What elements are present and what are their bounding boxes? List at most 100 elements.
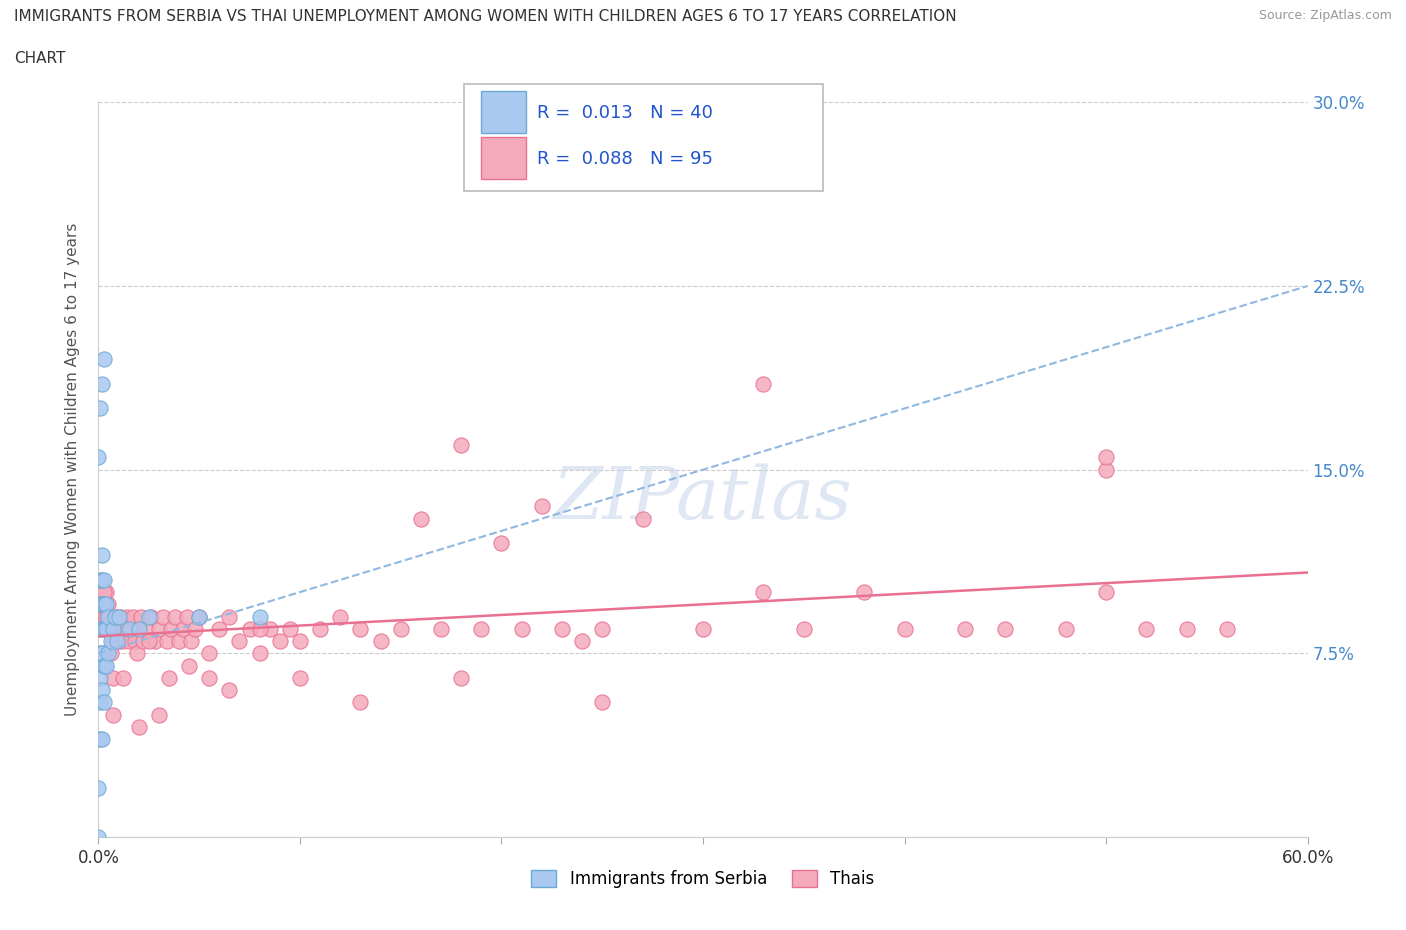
Point <box>510 621 533 636</box>
Point <box>93 658 115 673</box>
Point <box>692 621 714 636</box>
Point <box>591 621 613 636</box>
Point <box>571 633 593 648</box>
Text: Source: ZipAtlas.com: Source: ZipAtlas.com <box>1258 9 1392 22</box>
Point <box>100 646 122 661</box>
Point <box>111 633 134 648</box>
Point <box>208 621 231 636</box>
Point <box>389 621 412 636</box>
Point <box>309 621 332 636</box>
Point <box>853 585 876 600</box>
Point <box>93 585 115 600</box>
Point <box>148 621 170 636</box>
Point <box>93 695 115 710</box>
Point <box>179 658 201 673</box>
Point <box>100 609 122 624</box>
Point <box>87 780 110 795</box>
Point <box>450 438 472 453</box>
Point <box>349 695 371 710</box>
Point <box>470 621 492 636</box>
Point <box>107 609 129 624</box>
Point <box>91 621 114 636</box>
Point <box>1095 450 1118 465</box>
Point <box>91 646 114 661</box>
Point <box>218 683 240 698</box>
Point <box>793 119 815 134</box>
Point <box>91 573 114 588</box>
Point <box>953 621 976 636</box>
Point <box>93 573 115 588</box>
Point <box>1095 462 1118 477</box>
Point <box>100 633 122 648</box>
Point <box>128 621 150 636</box>
Text: ZIPatlas: ZIPatlas <box>553 464 853 535</box>
Text: R =  0.088   N = 95: R = 0.088 N = 95 <box>537 151 713 168</box>
Point <box>752 585 775 600</box>
Point <box>198 646 221 661</box>
Point <box>107 621 129 636</box>
Point <box>91 597 114 612</box>
Point <box>96 609 118 624</box>
Point <box>530 498 553 513</box>
Point <box>450 671 472 685</box>
Point <box>89 401 111 416</box>
Point <box>994 621 1017 636</box>
Point <box>93 597 115 612</box>
Point <box>91 377 114 392</box>
Point <box>288 671 311 685</box>
Point <box>118 621 141 636</box>
Point <box>87 830 110 844</box>
Point <box>160 621 183 636</box>
Point <box>89 621 111 636</box>
Point <box>138 609 160 624</box>
Point <box>89 695 111 710</box>
Point <box>93 621 115 636</box>
Point <box>89 732 111 747</box>
Point <box>157 671 180 685</box>
Point <box>491 536 513 551</box>
Point <box>103 621 125 636</box>
Point <box>370 633 392 648</box>
Point <box>128 720 150 735</box>
Text: IMMIGRANTS FROM SERBIA VS THAI UNEMPLOYMENT AMONG WOMEN WITH CHILDREN AGES 6 TO : IMMIGRANTS FROM SERBIA VS THAI UNEMPLOYM… <box>14 9 956 24</box>
Point <box>163 609 186 624</box>
Point <box>118 633 141 648</box>
Point <box>430 621 453 636</box>
Point <box>93 646 115 661</box>
Point <box>101 633 124 648</box>
Point <box>198 671 221 685</box>
Point <box>96 621 118 636</box>
Point <box>89 573 111 588</box>
Point <box>114 621 136 636</box>
Point <box>97 609 120 624</box>
Point <box>249 646 271 661</box>
Point <box>124 633 146 648</box>
Point <box>125 646 148 661</box>
Point <box>631 512 654 526</box>
Point <box>139 609 162 624</box>
Point <box>249 621 271 636</box>
Point <box>228 633 250 648</box>
Point <box>121 609 143 624</box>
Point <box>188 609 211 624</box>
Point <box>329 609 352 624</box>
Point <box>409 512 432 526</box>
Point <box>148 707 170 722</box>
Point <box>91 548 114 563</box>
Point <box>752 377 775 392</box>
Point <box>91 732 114 747</box>
Point <box>239 621 262 636</box>
Point <box>1175 621 1198 636</box>
Point <box>249 609 271 624</box>
Point <box>93 609 115 624</box>
Point <box>105 609 128 624</box>
Point <box>97 646 120 661</box>
Point <box>110 609 132 624</box>
Text: CHART: CHART <box>14 51 66 66</box>
Point <box>97 621 120 636</box>
Point <box>97 597 120 612</box>
Point <box>1135 621 1157 636</box>
Point <box>89 597 111 612</box>
Point <box>551 621 574 636</box>
Point <box>591 695 613 710</box>
